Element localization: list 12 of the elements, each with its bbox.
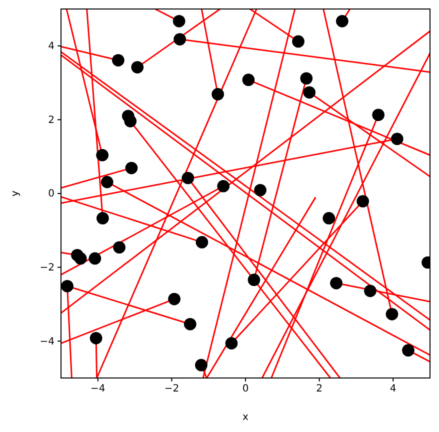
x-tick-label: 2 (316, 384, 322, 395)
x-tick-label: 0 (242, 384, 249, 395)
y-tick-label: −2 (40, 262, 54, 274)
x-tick-label: 4 (390, 384, 396, 395)
y-axis-title: y (10, 190, 21, 196)
x-tick-label: −4 (90, 384, 106, 395)
x-axis-title: x (242, 412, 249, 423)
y-tick-label: 4 (48, 41, 54, 52)
y-tick-label: −4 (40, 336, 54, 348)
y-tick-label: 0 (48, 188, 54, 200)
x-tick-label: −2 (164, 384, 180, 395)
y-tick-label: 2 (48, 114, 54, 126)
